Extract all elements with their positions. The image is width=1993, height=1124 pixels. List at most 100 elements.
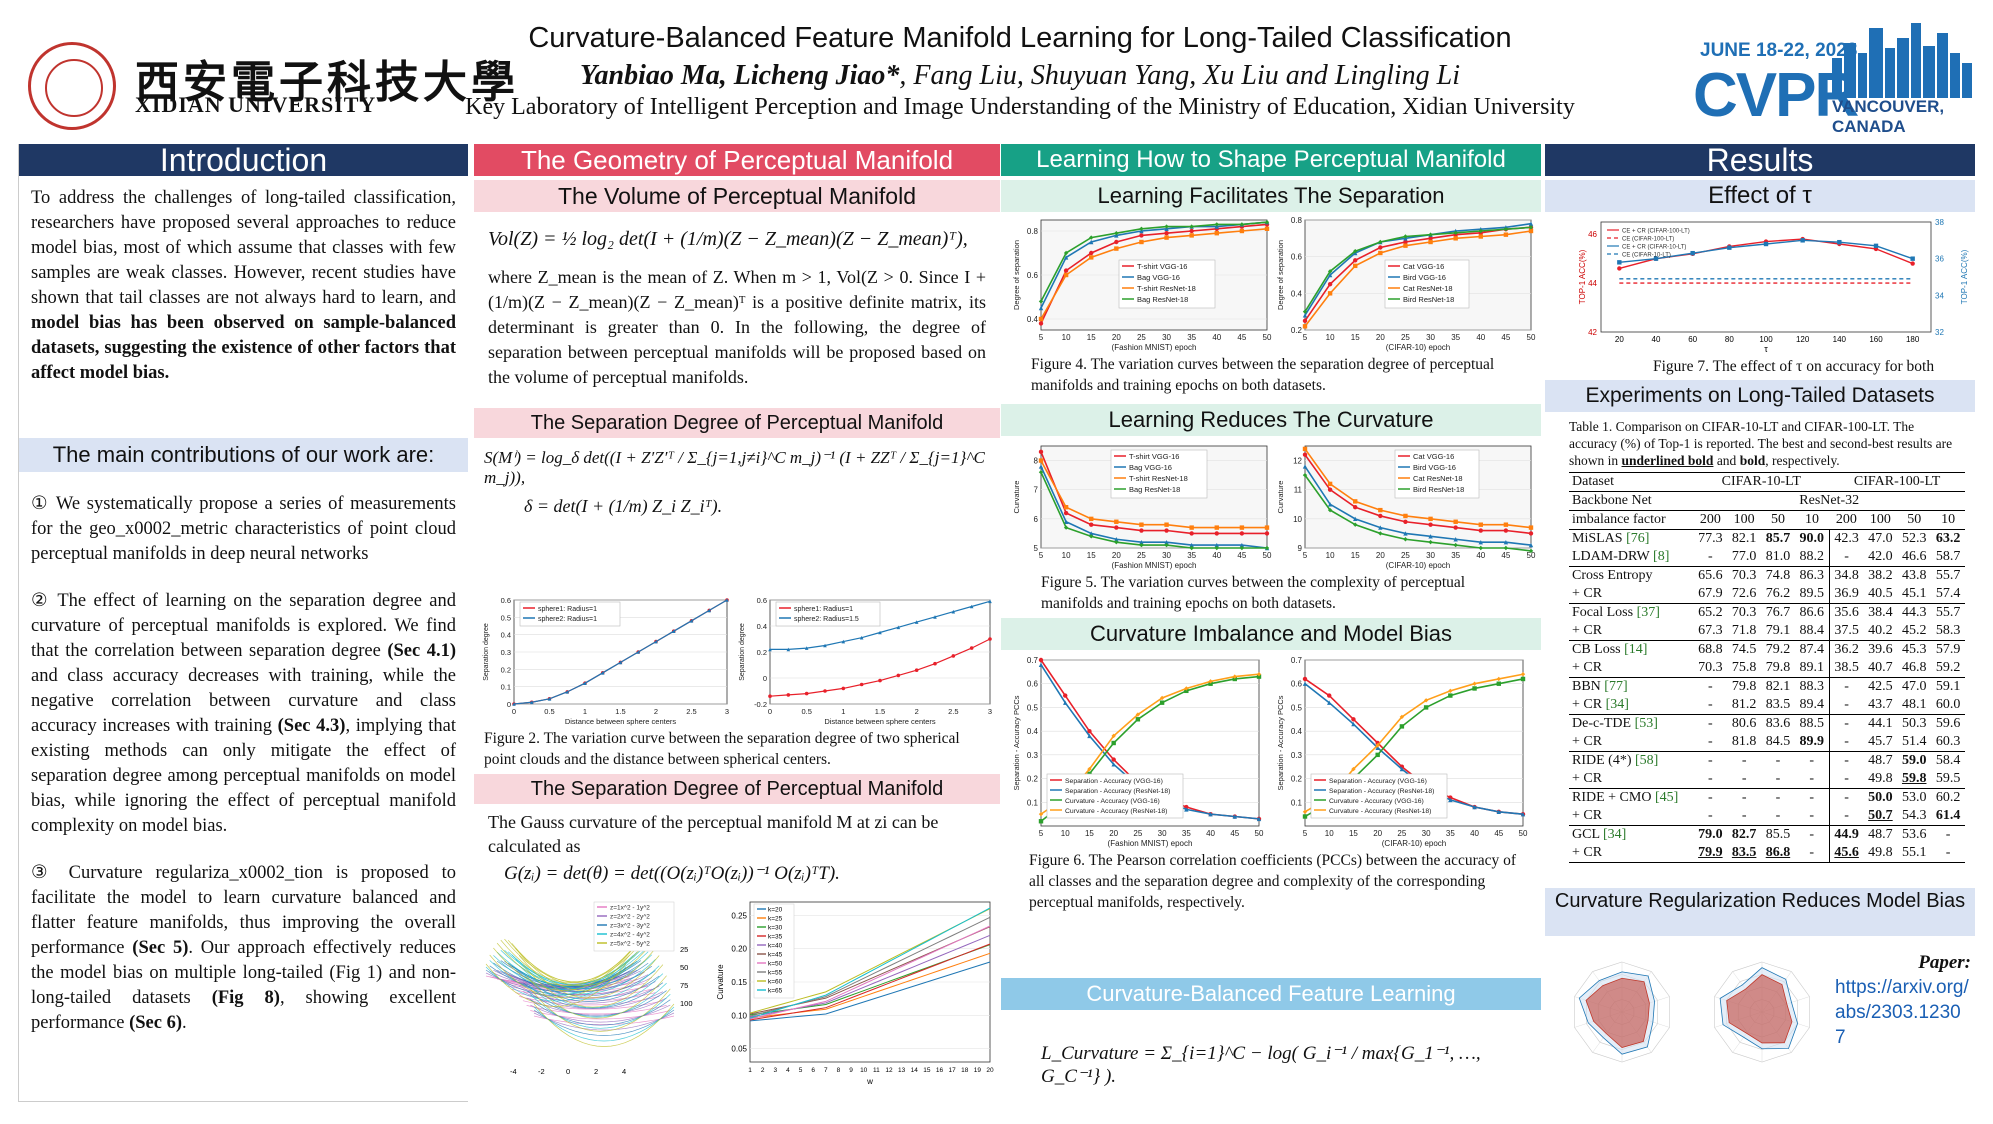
data-point — [1139, 528, 1144, 533]
data-point — [1520, 811, 1526, 817]
table-cell: 55.7 — [1931, 603, 1965, 622]
table-cell: 87.4 — [1794, 640, 1830, 659]
university-name-cn: 西安電子科技大學 — [135, 57, 519, 108]
data-point — [1800, 238, 1805, 243]
surface-wire — [511, 954, 653, 990]
table-cell: 88.2 — [1794, 548, 1830, 567]
paper-link[interactable]: https://arxiv.org/abs/2303.12307 — [1835, 977, 1969, 1048]
x-tick-label: 10 — [1062, 551, 1071, 560]
data-point — [1159, 695, 1165, 701]
legend-box — [1110, 449, 1208, 499]
x-tick-label: 100 — [1759, 335, 1773, 344]
surface-wire — [493, 947, 634, 991]
data-point — [1063, 519, 1069, 524]
data-point — [1159, 700, 1165, 705]
gauss-subheading: The Separation Degree of Perceptual Mani… — [474, 774, 1000, 804]
y-tick-label: 0.4 — [1027, 727, 1039, 736]
surface-wire — [530, 1004, 671, 1023]
x-axis-label: (CIFAR-10) epoch — [1386, 561, 1450, 570]
data-point — [1690, 250, 1695, 256]
table-cell: 89.4 — [1794, 696, 1830, 715]
data-point — [689, 619, 694, 623]
x-tick-label: 5 — [1303, 333, 1308, 342]
y-tick-label: 0.5 — [1291, 703, 1303, 712]
data-point — [1428, 239, 1433, 245]
x-tick-label: 18 — [961, 1067, 969, 1074]
table-cell: 50 — [1897, 510, 1932, 530]
table-cell: - — [1693, 751, 1728, 770]
x-tick-label: 10 — [1326, 333, 1335, 342]
table-cell: 59.0 — [1897, 751, 1932, 770]
curvature-learning-subheading: Learning Reduces The Curvature — [1001, 404, 1541, 436]
x-tick-label: 5 — [1303, 551, 1308, 560]
x-tick-label: 20 — [986, 1067, 994, 1074]
table-row: GCL [34] 79.0 82.7 85.5-44.9 48.7 53.6- — [1569, 825, 1965, 844]
table-cell: - — [1794, 807, 1830, 826]
legend-box — [775, 601, 881, 627]
x-tick-label: 8 — [837, 1067, 841, 1074]
table-cell: - — [1829, 677, 1864, 696]
data-point — [1038, 305, 1044, 311]
y-tick-label: -0.2 — [754, 700, 767, 709]
data-point — [1327, 272, 1333, 278]
series-line — [1304, 226, 1532, 313]
data-point — [1239, 228, 1245, 234]
radar-chart-cifar100 — [1714, 961, 1810, 1063]
y-tick-label: 12 — [1293, 457, 1302, 466]
table-cell: 57.4 — [1935, 586, 1961, 601]
data-point — [914, 668, 919, 672]
table-cell: 38.5 — [1834, 660, 1859, 675]
surface-wire — [511, 977, 652, 995]
table-cell: GCL [34] — [1569, 825, 1694, 844]
data-point — [1038, 321, 1044, 326]
results-column: Results Effect of τ 42 44 46 32 34 36 38 20 40 60… — [1545, 144, 1975, 1102]
citation: [76] — [1626, 531, 1650, 546]
table-row: LDAM-DRW [8] -77.0 81.0 88.2-42.0 46.6 58.7 — [1569, 548, 1965, 567]
x-tick-label: 16 — [936, 1067, 944, 1074]
table-cell: 39.6 — [1863, 640, 1898, 659]
surface-wire — [533, 1012, 675, 1031]
x-tick-label: 40 — [1206, 829, 1215, 838]
legend-box — [753, 903, 795, 999]
data-point — [618, 660, 623, 665]
data-point — [1264, 531, 1270, 536]
table-cell: 60.3 — [1935, 734, 1961, 749]
table-cell: 48.7 — [1863, 825, 1898, 844]
data-point — [1378, 525, 1383, 530]
data-point — [1239, 542, 1245, 548]
data-point — [1302, 318, 1308, 324]
z-tick-label: 100 — [680, 999, 693, 1008]
delta-equation: δ = det(I + (1/m) Z_i Z_iᵀ). — [524, 496, 723, 516]
legend-label: Bird ResNet-18 — [1403, 295, 1454, 304]
data-point — [636, 650, 641, 654]
legend-label: sphere1: Radius=1 — [794, 606, 853, 613]
surface-wire — [496, 951, 638, 987]
data-point — [1423, 705, 1429, 710]
table-cell: 43.8 — [1897, 566, 1932, 585]
x-tick-label: 45 — [1494, 829, 1503, 838]
table-cell: 38.2 — [1863, 566, 1898, 585]
data-point — [1239, 545, 1245, 551]
table-cell: 55.7 — [1931, 566, 1965, 585]
table-row: Backbone Net ResNet-32 — [1569, 491, 1965, 511]
data-point — [1503, 528, 1509, 533]
data-point — [1189, 545, 1194, 551]
data-point — [1114, 246, 1119, 251]
table-row: BBN [77] -79.8 82.1 88.3-42.5 47.0 59.1 — [1569, 677, 1965, 696]
series-line — [1304, 230, 1532, 327]
data-point — [859, 682, 864, 687]
x-tick-label: -2 — [538, 1067, 545, 1076]
legend-box — [1046, 773, 1184, 819]
data-point — [1214, 231, 1219, 236]
table-cell: 63.2 — [1931, 529, 1965, 548]
data-point — [1375, 752, 1380, 758]
x-axis-label: Distance between sphere centers — [824, 717, 936, 726]
series-line — [1304, 226, 1532, 322]
y-axis-label: Curvature — [1276, 481, 1285, 514]
y-tick-label: 0.2 — [757, 648, 767, 657]
table-cell: 48.1 — [1901, 697, 1927, 712]
data-point — [988, 599, 992, 604]
data-point — [1164, 528, 1169, 533]
table-cell: 10 — [1794, 510, 1830, 530]
legend-box — [1394, 449, 1480, 499]
